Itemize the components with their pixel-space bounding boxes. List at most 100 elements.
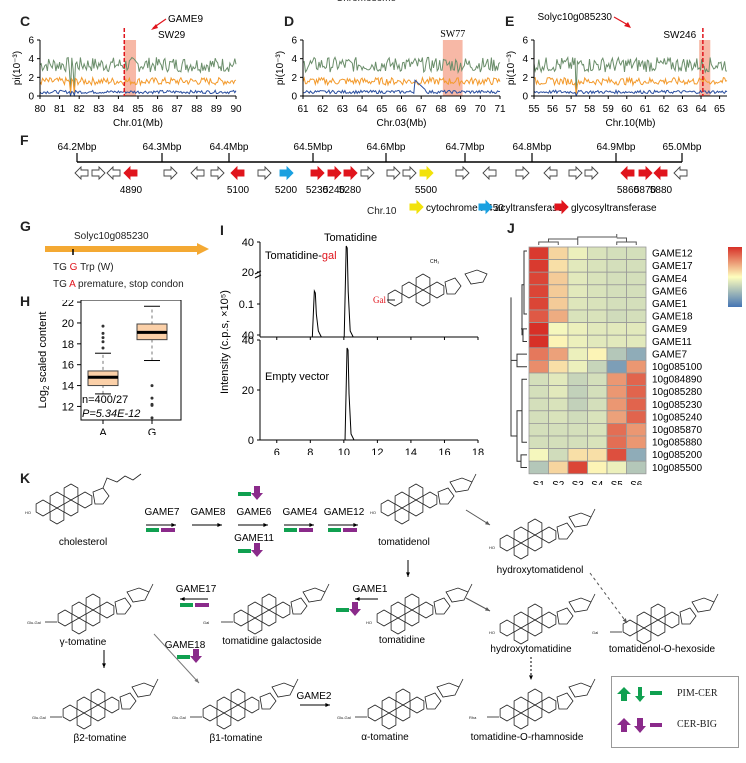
- gene-arrow-shape: [620, 165, 635, 181]
- compound-tomatidenol-o-hexoside: tomatidenol-O-hexoside: [609, 644, 716, 655]
- gene-id-label: 5240: [323, 185, 346, 196]
- gene-unnamed-22-gene-arrow-icon: [584, 165, 599, 181]
- bond: [148, 583, 154, 593]
- y-axis-title: Intensity (c.p.s, ×10⁵): [219, 290, 231, 394]
- enzyme-game6: GAME6: [236, 507, 271, 518]
- y-tick-label: 14: [62, 381, 74, 393]
- hydroxytomatidine-structure-icon: HO: [489, 593, 596, 645]
- gene-unnamed-5-gene-arrow-icon: [190, 165, 205, 181]
- panel-letter-i: I: [220, 222, 224, 238]
- gene-arrow-shape: [568, 165, 583, 181]
- heatmap-cell: [567, 359, 588, 374]
- gene-label: Solyc10g085230: [537, 12, 612, 23]
- arrow-game12-head: [353, 523, 358, 527]
- ch3-label: CH₃: [430, 259, 439, 265]
- bond: [293, 678, 299, 688]
- heatmap-cell: [548, 359, 569, 374]
- panel-letter-e: E: [505, 13, 515, 29]
- heatmap-cell: [528, 435, 549, 450]
- ring: [513, 696, 529, 714]
- pi-line-wild: [533, 56, 728, 94]
- x-tick-label: G: [148, 427, 157, 435]
- legend-arrow-shape: [478, 199, 493, 215]
- gene-unnamed-20-gene-arrow-icon: [543, 165, 558, 181]
- ring: [636, 627, 652, 645]
- gene-id-label: 5860: [617, 185, 640, 196]
- ring: [76, 712, 92, 730]
- ring: [76, 696, 92, 714]
- tomatidine-structure-icon: HO: [366, 583, 473, 635]
- heatmap-cell: [528, 410, 549, 424]
- x-tick-label: 65: [714, 104, 726, 115]
- ring: [650, 619, 666, 637]
- arrow-tomatidenol-to-tomatidine-head: [406, 572, 410, 577]
- x-tick-label: 90: [230, 104, 242, 115]
- heatmap-cell: [606, 435, 627, 450]
- heatmap-cell: [567, 297, 588, 311]
- gene-pointer-head: [624, 22, 631, 28]
- row-label: GAME9: [652, 324, 687, 335]
- ring: [513, 526, 529, 544]
- pi-line-landrace: [533, 75, 728, 95]
- ring: [464, 269, 488, 285]
- scale-tick-label: 64.5Mbp: [294, 142, 333, 153]
- window-label: SW246: [663, 30, 696, 41]
- game6-purple-down-arrow-icon: [251, 486, 263, 500]
- ring: [437, 487, 455, 505]
- heatmap-cell: [606, 385, 627, 399]
- gene-pointer-head: [151, 24, 158, 30]
- window-label: SW29: [158, 30, 186, 41]
- ring: [57, 609, 73, 627]
- scale-tick-label: 64.6Mbp: [367, 142, 406, 153]
- heatmap-cell: [606, 422, 627, 437]
- arrow-to-hexoside-head: [622, 618, 627, 623]
- ho-text: HO: [366, 620, 372, 625]
- sugar-text: Gal: [203, 620, 209, 625]
- ring: [408, 483, 424, 501]
- y-tick-label: 40: [242, 335, 254, 347]
- x-tick-label: 58: [584, 104, 596, 115]
- heatmap-cell: [587, 372, 608, 387]
- x-tick-label: 71: [494, 104, 506, 115]
- allele-prefix: TG: [53, 279, 70, 290]
- gene-5200-acyl-arrow-icon: [279, 165, 294, 181]
- cholesterol-structure-icon: HO: [25, 473, 142, 525]
- bond: [471, 473, 477, 483]
- cut-title: Chromosome: [336, 0, 396, 4]
- heatmap-cell: [626, 334, 647, 349]
- gene-id-label: 5500: [415, 185, 438, 196]
- ring: [445, 587, 469, 603]
- gene-arrow-shape: [419, 165, 434, 181]
- ring: [499, 619, 515, 637]
- y-tick-label: 2: [291, 73, 297, 84]
- heatmap-cell: [567, 347, 588, 361]
- purple-up-arrow-icon: [617, 718, 631, 732]
- gene-arrow-shape: [673, 165, 688, 181]
- outlier-point: [101, 324, 105, 328]
- heatmap-cell: [567, 259, 588, 273]
- panel-letter-d: D: [284, 13, 295, 29]
- gene-arrow-shape: [402, 165, 417, 181]
- y-tick-label: 40: [242, 237, 254, 249]
- x-tick-label: 63: [337, 104, 349, 115]
- y-tick-label: 20: [62, 318, 74, 330]
- ring: [568, 512, 592, 528]
- panel-letter-h: H: [20, 293, 31, 309]
- heatmap-cell: [567, 322, 588, 336]
- heatmap-cell: [626, 322, 647, 336]
- peak-tomatidine-gal: [311, 289, 322, 338]
- ring: [622, 619, 638, 637]
- ring: [35, 499, 51, 517]
- row-label: GAME12: [652, 249, 693, 260]
- heatmap-cell: [606, 284, 627, 298]
- scale-tick-label: 64.3Mbp: [143, 142, 182, 153]
- heatmap-cell: [606, 322, 627, 336]
- row-label: GAME7: [652, 349, 687, 360]
- n-annotation: n=400/27: [82, 394, 128, 406]
- heatmap-cell: [606, 359, 627, 374]
- heatmap-cell: [528, 284, 549, 298]
- x-tick-label: 65: [376, 104, 388, 115]
- arrow-to-hydroxytomatidenol: [465, 509, 491, 526]
- heatmap-cell: [567, 309, 588, 324]
- game17-green-bar-icon: [180, 603, 193, 607]
